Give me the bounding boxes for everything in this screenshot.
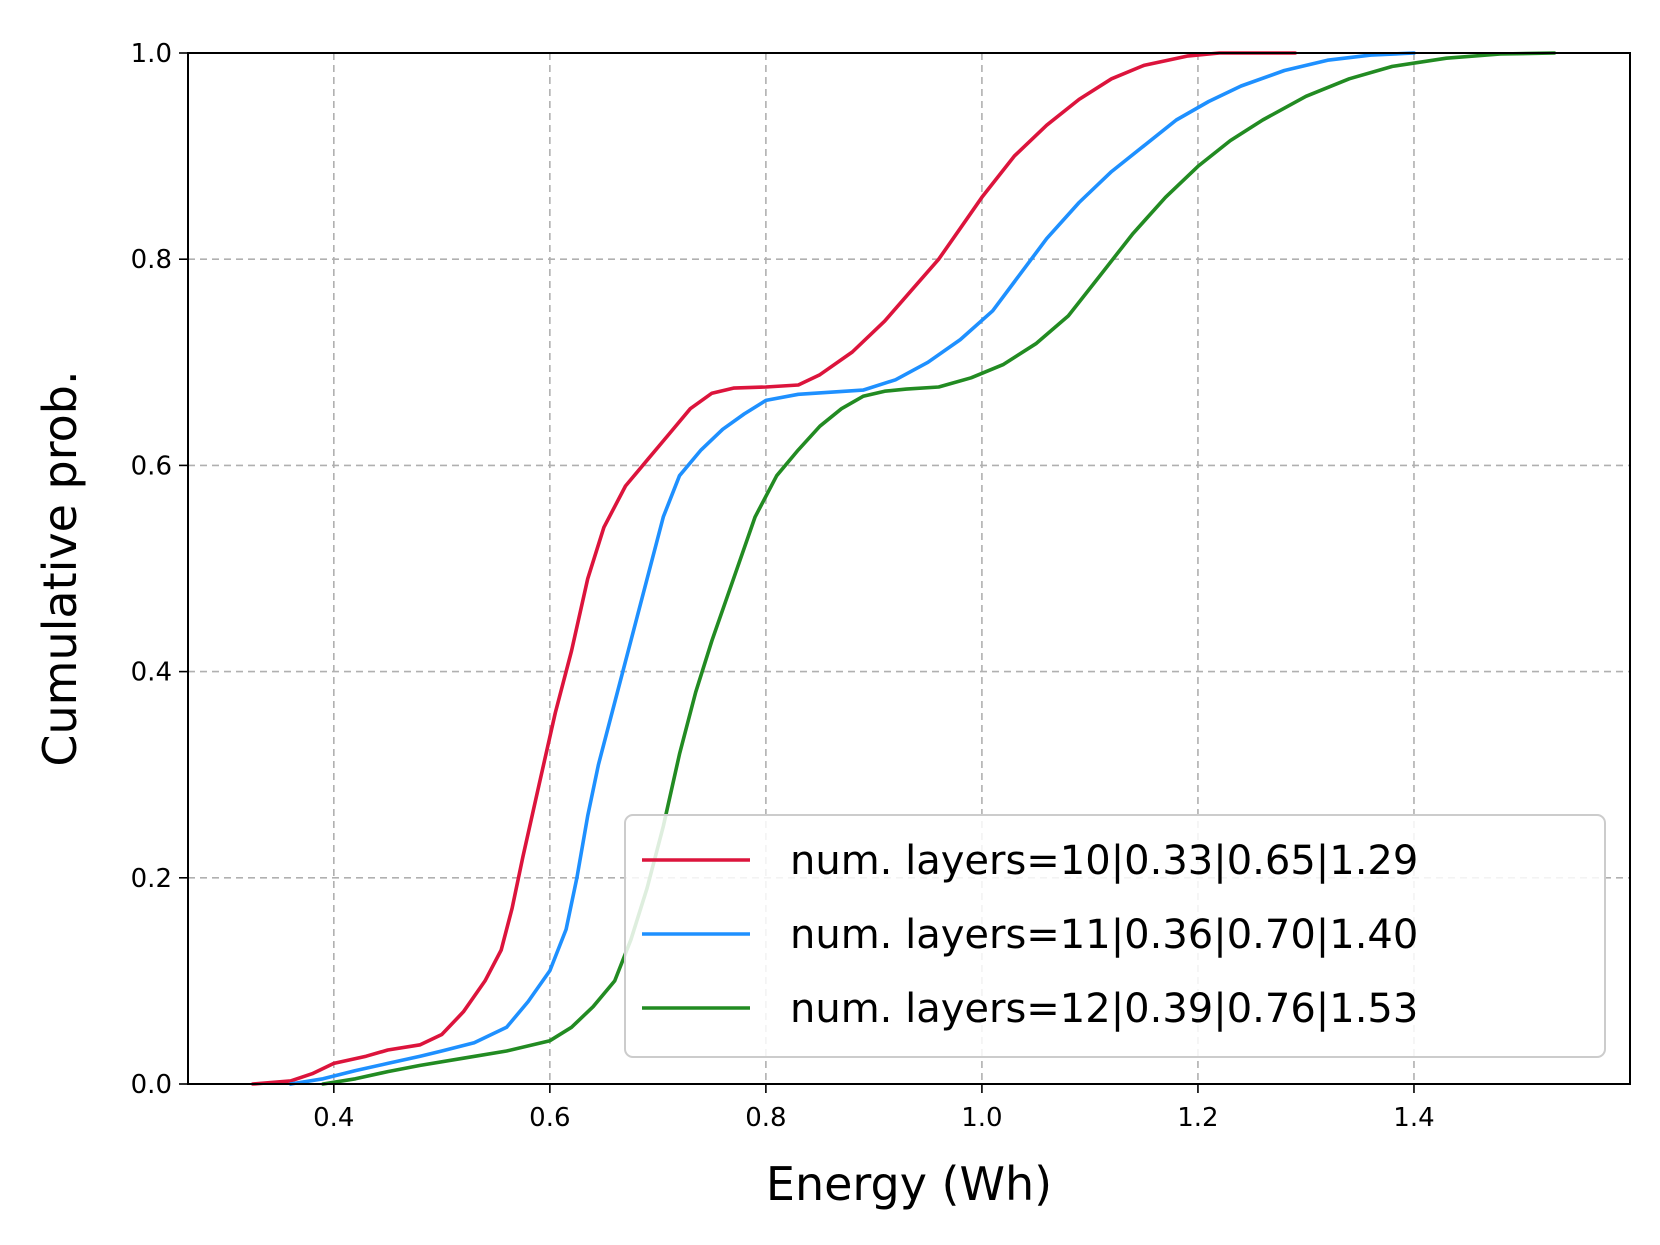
x-tick-label: 1.2 (1177, 1103, 1218, 1133)
x-axis-title: Energy (Wh) (766, 1157, 1052, 1211)
y-tick-label: 0.8 (131, 245, 172, 275)
x-tick-label: 0.6 (529, 1103, 570, 1133)
x-tick-label: 1.0 (961, 1103, 1002, 1133)
x-tick-label: 1.4 (1393, 1103, 1434, 1133)
legend-box (624, 814, 1606, 1058)
y-tick-label: 0.6 (131, 451, 172, 481)
legend-label-2: num. layers=11|0.36|0.70|1.40 (790, 912, 1418, 958)
series-lines (251, 51, 1557, 1086)
series-line-2 (288, 51, 1416, 1086)
legend: num. layers=10|0.33|0.65|1.29 num. layers… (624, 814, 1606, 1058)
series-line-1 (251, 51, 1297, 1086)
y-tick-label: 0.0 (131, 1070, 172, 1100)
legend-entries: num. layers=10|0.33|0.65|1.29 num. layers… (642, 838, 1418, 1032)
y-axis-title: Cumulative prob. (33, 370, 87, 766)
x-tick-label: 0.4 (313, 1103, 354, 1133)
y-tick-label: 1.0 (131, 39, 172, 69)
series-line-3 (321, 51, 1557, 1086)
x-tick-label: 0.8 (745, 1103, 786, 1133)
legend-label-3: num. layers=12|0.39|0.76|1.53 (790, 986, 1418, 1032)
y-tick-label: 0.2 (131, 864, 172, 894)
plot-area-frame (187, 52, 1631, 1085)
axis-ticks: 0.4 0.6 0.8 1.0 1.2 1.4 0.0 0.2 0.4 0.6 0.8 1.0 (131, 39, 1435, 1133)
y-tick-label: 0.4 (131, 658, 172, 688)
legend-label-1: num. layers=10|0.33|0.65|1.29 (790, 838, 1418, 884)
